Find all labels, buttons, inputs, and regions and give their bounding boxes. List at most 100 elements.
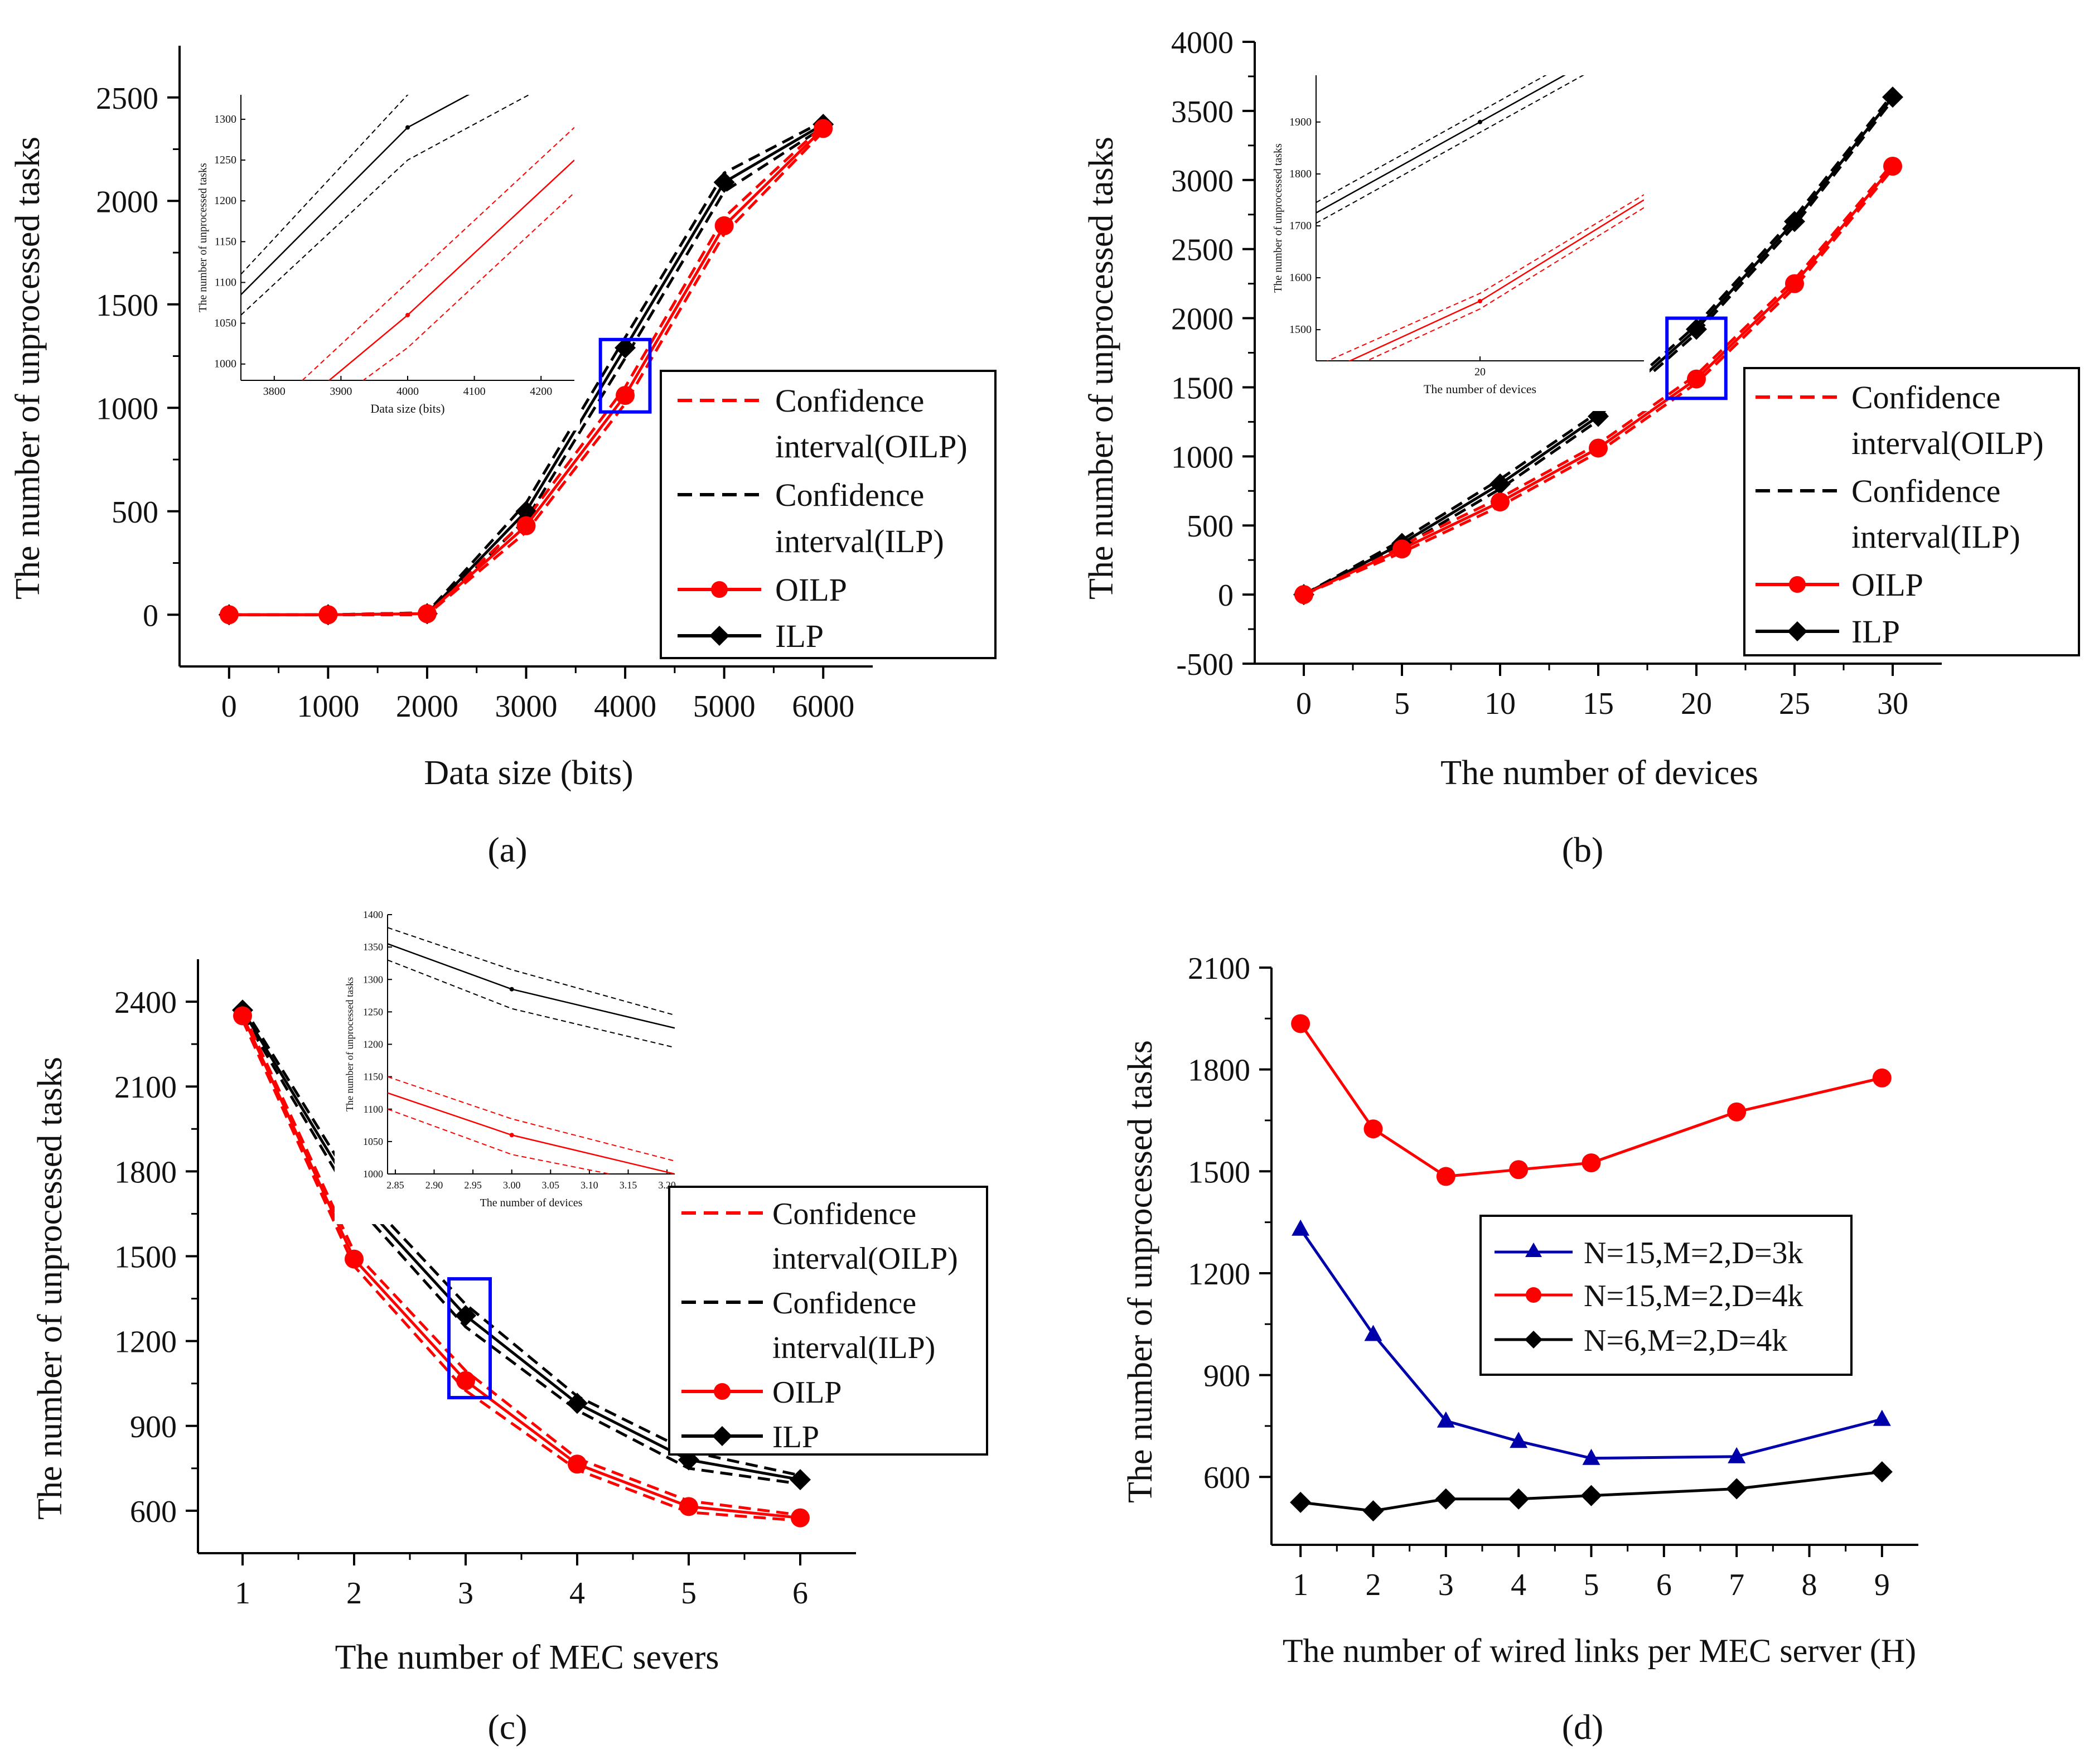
inset-y-label-b: The number of unprocessed tasks (1272, 143, 1284, 293)
y-tick-label-b-1: 0 (1218, 578, 1234, 613)
x-tick-label-a-5: 5000 (693, 689, 756, 724)
x-tick-label-b-0: 0 (1296, 687, 1312, 721)
panel-d: 600 900 1200 1500 1800 2100 1 2 3 4 5 6 7 8 9 The numb… (1121, 951, 1918, 1747)
data-point-d-n-6-m-2-d-4k-5 (1726, 1478, 1748, 1500)
legend-label-ci-oilp-b-line2: interval(OILP) (1851, 425, 2044, 461)
inset-y-tick-label-a-2: 1100 (215, 276, 236, 288)
legend-label-ci-oilp-b-line1: Confidence (1851, 379, 2000, 415)
legend-label-oilp-b: OILP (1851, 567, 1923, 603)
inset-y-tick-label-c-7: 1350 (363, 941, 383, 953)
inset-y-tick-label-b-1: 1600 (1289, 272, 1312, 284)
inset-y-tick-label-c-3: 1150 (364, 1071, 383, 1082)
inset-point-c-0 (509, 987, 514, 992)
legend-marker-oilp-c (714, 1383, 731, 1400)
inset-y-label-a: The number of unprocessed tasks (197, 163, 209, 312)
data-point-b-oilp-6 (1883, 157, 1902, 176)
legend-label-oilp: OILP (775, 572, 847, 608)
y-tick-label-d-0: 600 (1203, 1461, 1250, 1495)
inset-y-tick-label-c-2: 1100 (364, 1104, 383, 1115)
y-tick-label-a-3: 1500 (96, 288, 158, 323)
y-tick-label-b-3: 1000 (1171, 440, 1234, 475)
data-point-a-oilp-5 (714, 216, 734, 235)
inset-line-b-2 (1316, 75, 1584, 224)
data-point-c-oilp-3 (568, 1454, 587, 1474)
data-point-b-ilp-4 (1686, 318, 1707, 340)
inset-y-tick-label-a-4: 1200 (214, 195, 236, 207)
panel-c: 600 900 1200 1500 1800 2100 2400 1 2 3 4 5 6 1000 1050… (31, 909, 988, 1747)
inset-lines-b (1316, 75, 1644, 361)
x-tick-label-d-8: 9 (1874, 1568, 1890, 1602)
inset-x-tick-label-c-5: 3.10 (581, 1180, 598, 1191)
legend-label-ilp-b: ILP (1851, 613, 1900, 650)
data-point-d-n-15-m-2-d-4k-4 (1582, 1153, 1601, 1173)
inset-point-c-1 (509, 1133, 514, 1138)
x-tick-label-c-0: 1 (235, 1576, 250, 1611)
y-tick-label-d-3: 1500 (1188, 1155, 1250, 1190)
inset-y-tick-label-a-1: 1050 (214, 317, 236, 330)
inset-line-c-5 (388, 1108, 613, 1174)
data-point-d-n-15-m-2-d-3k-6 (1873, 1409, 1891, 1426)
inset-x-label-b: The number of devices (1424, 382, 1536, 396)
inset-point-a-0 (405, 125, 410, 130)
y-tick-label-c-6: 2400 (114, 985, 177, 1020)
x-tick-label-a-3: 3000 (495, 689, 558, 724)
y-axis-label-c: The number of unprocessed tasks (31, 1057, 69, 1520)
legend-label-ci-ilp-line2: interval(ILP) (775, 523, 944, 559)
inset-y-tick-label-a-6: 1300 (214, 113, 236, 125)
inset-bg-c (335, 909, 680, 1224)
legend-marker-d-4k (1526, 1287, 1541, 1303)
legend-marker-ilp (709, 626, 729, 646)
y-tick-label-c-0: 600 (130, 1495, 177, 1529)
data-point-d-n-15-m-2-d-4k-5 (1727, 1102, 1747, 1122)
y-tick-label-b-7: 3000 (1171, 164, 1234, 199)
inset-point-b-0 (1478, 119, 1482, 124)
data-point-a-ilp-5 (713, 171, 735, 193)
y-tick-label-c-5: 2100 (114, 1070, 177, 1105)
inset-y-tick-label-c-1: 1050 (363, 1136, 383, 1147)
ci-upper-c-oilp (241, 1011, 801, 1517)
inset-x-tick-label-c-3: 3.00 (503, 1180, 521, 1191)
x-tick-label-c-1: 2 (346, 1576, 362, 1611)
legend-label-ci-ilp-c-line2: interval(ILP) (772, 1331, 935, 1365)
data-point-d-n-6-m-2-d-4k-1 (1362, 1500, 1384, 1522)
inset-lines-a (241, 95, 574, 380)
y-tick-label-a-1: 500 (112, 495, 158, 530)
x-tick-label-b-5: 25 (1779, 687, 1810, 721)
inset-x-tick-label-a-0: 3800 (263, 385, 286, 398)
x-axis-label-c: The number of MEC severs (335, 1639, 719, 1676)
data-point-a-oilp-6 (814, 119, 833, 138)
inset-y-label-c: The number of unprocessed tasks (344, 977, 355, 1111)
inset-line-b-4 (1326, 194, 1644, 361)
inset-c: 1000 1050 1100 1150 1200 1250 1300 1350 1400 2.85… (335, 909, 680, 1224)
legend-label-ci-ilp-line1: Confidence (775, 477, 924, 513)
y-tick-label-c-4: 1800 (114, 1155, 177, 1190)
inset-x-label-c: The number of devices (480, 1197, 583, 1209)
x-tick-label-d-0: 1 (1293, 1568, 1308, 1602)
data-point-d-n-6-m-2-d-4k-6 (1871, 1461, 1893, 1483)
inset-line-b-1 (1316, 75, 1547, 203)
y-tick-label-c-3: 1500 (114, 1240, 177, 1275)
data-point-d-n-15-m-2-d-3k-3 (1510, 1432, 1528, 1448)
x-tick-label-c-3: 4 (569, 1576, 585, 1611)
data-point-c-oilp-5 (791, 1508, 810, 1528)
y-tick-label-d-5: 2100 (1188, 951, 1250, 986)
x-axis-label-b: The number of devices (1440, 754, 1758, 792)
inset-x-tick-label-c-1: 2.90 (425, 1180, 443, 1191)
x-tick-label-b-6: 30 (1877, 687, 1908, 721)
data-point-a-ilp-4 (615, 337, 636, 359)
x-tick-label-d-2: 3 (1438, 1568, 1454, 1602)
legend-box-a (660, 370, 997, 659)
data-point-d-n-15-m-2-d-3k-1 (1364, 1325, 1382, 1341)
data-point-c-oilp-1 (345, 1249, 364, 1269)
inset-y-tick-label-b-3: 1800 (1289, 168, 1312, 180)
legend-label-d-4k: N=15,M=2,D=4k (1584, 1279, 1803, 1313)
y-tick-label-d-1: 900 (1203, 1359, 1250, 1394)
y-tick-label-b-9: 4000 (1171, 26, 1234, 60)
inset-point-a-1 (405, 312, 410, 317)
legend-marker-d-n6 (1525, 1331, 1542, 1349)
inset-line-a-4 (301, 127, 574, 380)
y-tick-label-a-5: 2500 (96, 81, 158, 116)
data-point-a-oilp-1 (318, 605, 338, 625)
caption-d: (d) (1562, 1707, 1604, 1747)
